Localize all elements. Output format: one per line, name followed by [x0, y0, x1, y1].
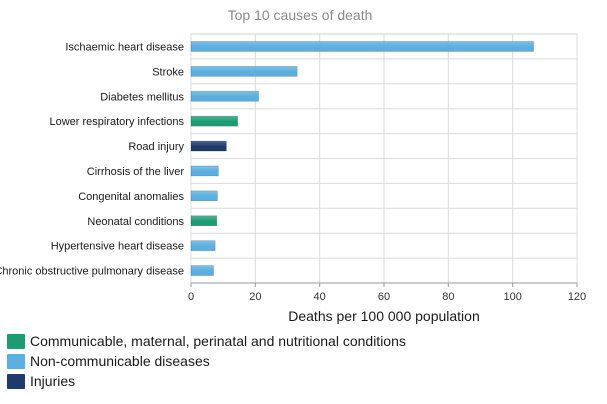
x-tick-label: 20	[249, 291, 261, 303]
category-labels: Ischaemic heart disease Stroke Diabetes me…	[0, 41, 184, 277]
bar-chart: Top 10 causes of death Ischaemic heart d…	[0, 7, 586, 324]
bar-congenital-anomalies	[190, 190, 218, 202]
bar-diabetes-mellitus	[190, 90, 259, 102]
x-tick-label: 0	[188, 291, 194, 303]
category-label: Stroke	[152, 66, 184, 78]
x-tick-label: 40	[314, 291, 326, 303]
category-label: Chronic obstructive pulmonary disease	[0, 266, 184, 278]
x-tick-label: 100	[503, 291, 521, 303]
bar-chronic-obstructive-pulmonary-disease	[190, 265, 214, 276]
x-tick-label: 60	[378, 291, 390, 303]
category-label: Diabetes mellitus	[100, 91, 184, 103]
category-label: Congenital anomalies	[78, 191, 184, 203]
legend-label: Non-communicable diseases	[30, 353, 210, 369]
legend-swatch	[7, 353, 25, 369]
legend-item-communicable: Communicable, maternal, perinatal and nu…	[7, 331, 406, 351]
category-label: Cirrhosis of the liver	[87, 166, 185, 178]
legend-swatch	[7, 373, 25, 389]
bar-road-injury	[190, 140, 227, 152]
legend-item-injuries: Injuries	[7, 371, 406, 391]
bar-stroke	[190, 66, 298, 77]
x-tick-label: 120	[568, 291, 586, 303]
category-label: Lower respiratory infections	[49, 116, 184, 128]
category-label: Road injury	[128, 141, 184, 153]
bars	[190, 41, 534, 276]
bar-cirrhosis-of-the-liver	[190, 165, 219, 177]
bar-hypertensive-heart-disease	[190, 240, 216, 251]
x-axis-title: Deaths per 100 000 population	[288, 308, 479, 324]
legend-item-noncommunicable: Non-communicable diseases	[7, 351, 406, 371]
bar-ischaemic-heart-disease	[190, 41, 534, 52]
legend-label: Communicable, maternal, perinatal and nu…	[30, 333, 406, 349]
category-label: Ischaemic heart disease	[65, 41, 184, 53]
legend: Communicable, maternal, perinatal and nu…	[7, 331, 406, 391]
category-label: Hypertensive heart disease	[51, 241, 184, 253]
x-tick-label: 80	[442, 291, 454, 303]
chart-title: Top 10 causes of death	[228, 7, 373, 23]
legend-swatch	[7, 333, 25, 349]
bar-lower-respiratory-infections	[190, 115, 238, 127]
bar-neonatal-conditions	[190, 215, 218, 227]
x-axis-ticks: 0 20 40 60 80 100 120	[188, 282, 586, 303]
category-label: Neonatal conditions	[87, 216, 184, 228]
legend-label: Injuries	[30, 373, 76, 389]
